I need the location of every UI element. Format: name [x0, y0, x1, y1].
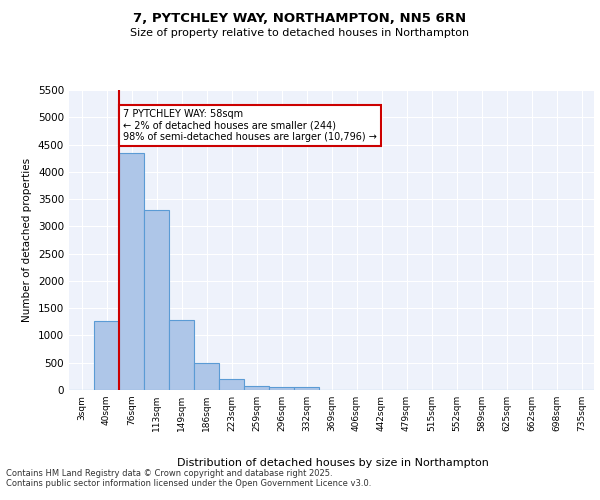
Text: Contains HM Land Registry data © Crown copyright and database right 2025.: Contains HM Land Registry data © Crown c… — [6, 468, 332, 477]
Y-axis label: Number of detached properties: Number of detached properties — [22, 158, 32, 322]
Bar — [244, 386, 269, 390]
Text: Distribution of detached houses by size in Northampton: Distribution of detached houses by size … — [177, 458, 489, 468]
Bar — [269, 387, 294, 390]
Text: Size of property relative to detached houses in Northampton: Size of property relative to detached ho… — [130, 28, 470, 38]
Bar — [194, 362, 219, 390]
Bar — [169, 320, 194, 390]
Bar — [294, 388, 319, 390]
Bar — [219, 378, 244, 390]
Bar — [119, 152, 144, 390]
Bar — [94, 320, 119, 390]
Bar — [144, 210, 169, 390]
Text: 7, PYTCHLEY WAY, NORTHAMPTON, NN5 6RN: 7, PYTCHLEY WAY, NORTHAMPTON, NN5 6RN — [133, 12, 467, 26]
Text: Contains public sector information licensed under the Open Government Licence v3: Contains public sector information licen… — [6, 478, 371, 488]
Text: 7 PYTCHLEY WAY: 58sqm
← 2% of detached houses are smaller (244)
98% of semi-deta: 7 PYTCHLEY WAY: 58sqm ← 2% of detached h… — [123, 109, 377, 142]
